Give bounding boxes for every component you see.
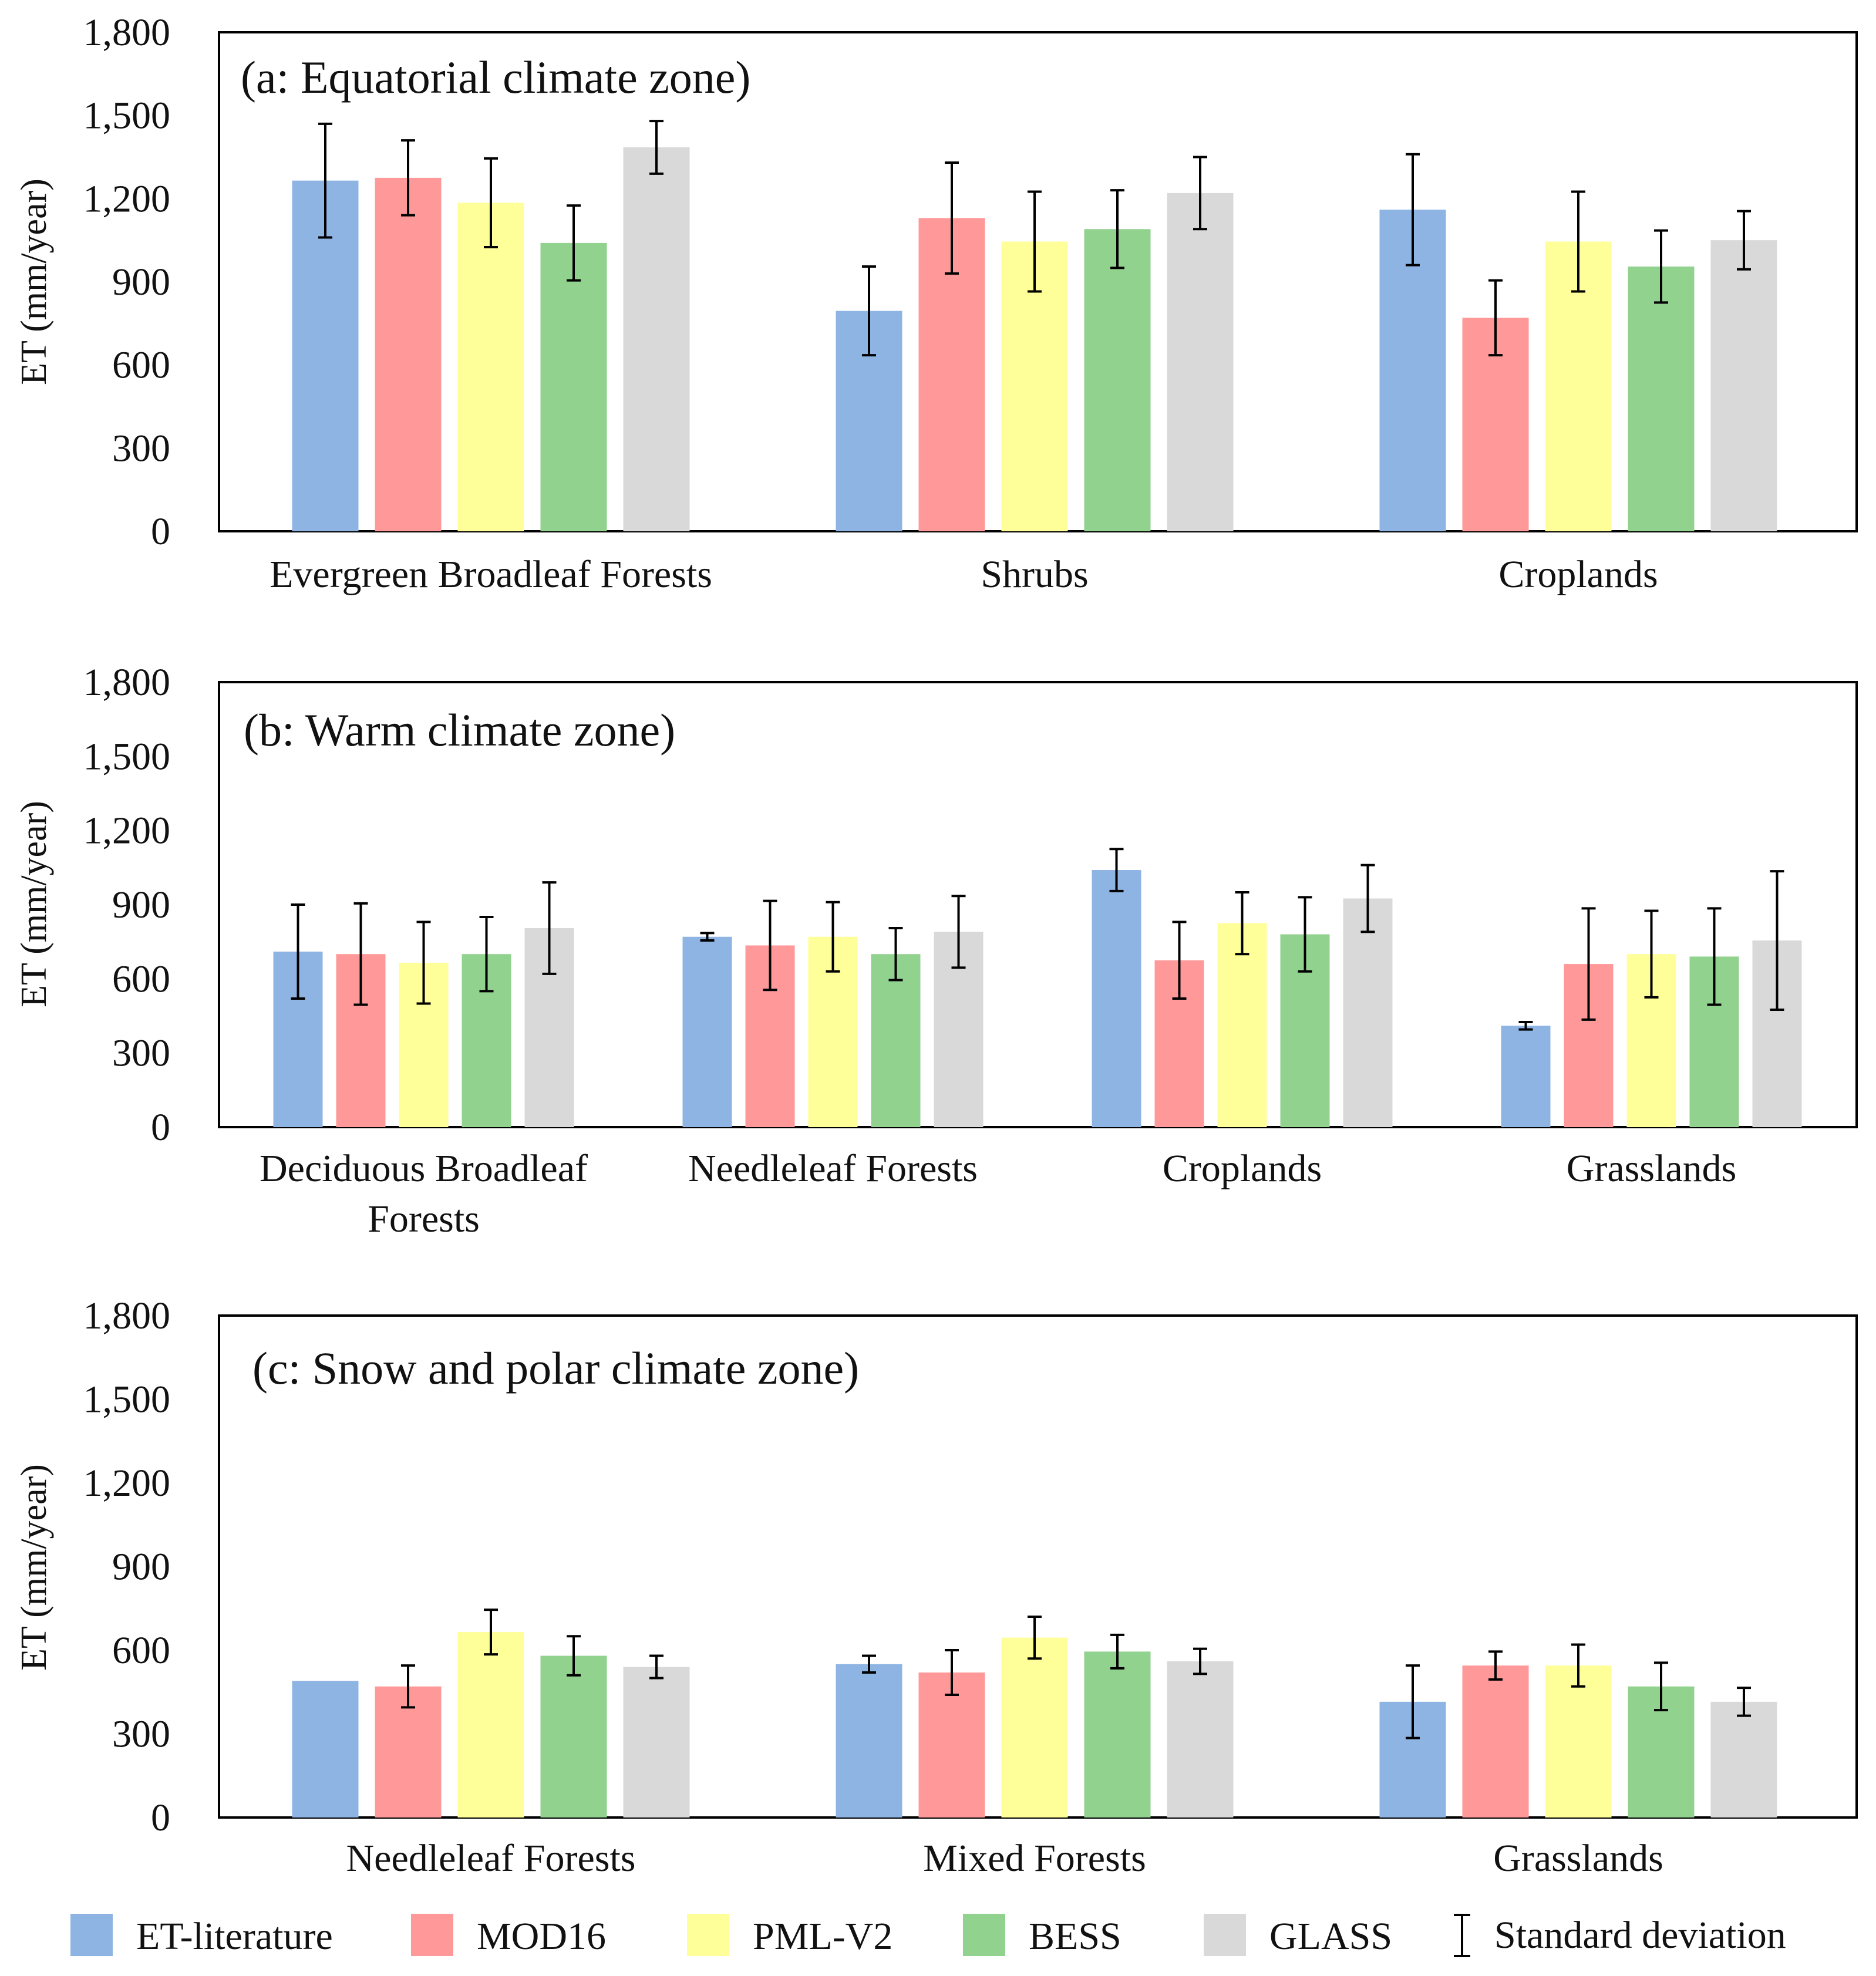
bar (836, 1664, 902, 1817)
y-tick-label: 0 (151, 1796, 170, 1839)
bar (1628, 267, 1695, 531)
bar (1167, 1661, 1234, 1817)
y-tick-label: 600 (112, 957, 170, 1000)
legend-swatch (411, 1914, 453, 1956)
y-tick-label: 900 (112, 261, 170, 304)
bar (1501, 1026, 1551, 1127)
plot-frame (218, 681, 1858, 1128)
y-tick-label: 1,800 (83, 11, 171, 54)
y-tick-label: 0 (151, 510, 170, 553)
bar (457, 203, 524, 532)
y-tick-label: 900 (112, 884, 170, 926)
y-tick-label: 0 (151, 1106, 170, 1149)
legend-label: PML-V2 (753, 1915, 892, 1958)
y-tick-label: 900 (112, 1546, 170, 1589)
bar (682, 936, 732, 1127)
bar (540, 1655, 607, 1817)
y-axis-label: ET (mm/year) (14, 801, 54, 1007)
bar (375, 177, 442, 532)
bar (623, 1667, 690, 1817)
y-tick-label: 600 (112, 1629, 170, 1672)
bar (918, 1672, 985, 1817)
legend-swatch (963, 1914, 1005, 1956)
y-tick-label: 1,500 (83, 95, 171, 137)
bar (292, 1681, 359, 1817)
bar (1167, 193, 1234, 531)
bar (1084, 229, 1151, 531)
bar (1545, 1665, 1612, 1817)
category-label: Croplands (1163, 1147, 1322, 1190)
y-tick-label: 1,800 (83, 661, 171, 704)
bar (1092, 870, 1141, 1127)
category-label: Needleleaf Forests (346, 1837, 636, 1880)
bar (1710, 240, 1777, 531)
bar (871, 954, 921, 1127)
bar (457, 1632, 524, 1817)
panel-a: 0 300 600 900 1,200 1,500 1,800 ET (mm/year) (a:… (14, 11, 1858, 596)
bar (1084, 1651, 1151, 1817)
bar (1343, 898, 1393, 1127)
category-label: Deciduous Broadleaf (260, 1147, 588, 1190)
legend-label: BESS (1029, 1915, 1121, 1958)
y-tick-label: 1,500 (83, 1378, 171, 1421)
y-axis-label: ET (mm/year) (14, 178, 54, 385)
y-tick-label: 600 (112, 344, 170, 387)
legend-label: ET-literature (136, 1915, 333, 1958)
panel-title: (a: Equatorial climate zone) (241, 52, 750, 103)
y-tick-label: 300 (112, 1713, 170, 1756)
category-label: Mixed Forests (923, 1837, 1146, 1880)
bar (540, 242, 607, 531)
category-label: Grasslands (1567, 1147, 1737, 1190)
legend-swatch (1204, 1914, 1246, 1956)
bar (1217, 923, 1267, 1127)
bar (1462, 1665, 1529, 1817)
category-label: Croplands (1498, 553, 1658, 596)
panel-title: (c: Snow and polar climate zone) (252, 1343, 859, 1394)
y-tick-label: 300 (112, 1032, 170, 1075)
panel-b: 0 300 600 900 1,200 1,500 1,800 ET (mm/year) (b:… (14, 661, 1858, 1240)
category-label: Needleleaf Forests (688, 1147, 978, 1190)
panel-c: 0 300 600 900 1,200 1,500 1,800 ET (mm/year) (c:… (14, 1294, 1858, 1880)
y-axis-label: ET (mm/year) (14, 1464, 54, 1671)
y-tick-label: 1,800 (83, 1294, 171, 1337)
bar (1001, 1637, 1068, 1817)
legend-swatch (70, 1914, 113, 1956)
y-tick-label: 300 (112, 427, 170, 470)
category-label: Evergreen Broadleaf Forests (270, 553, 712, 596)
legend-errorbar-label: Standard deviation (1494, 1914, 1786, 1957)
legend-label: MOD16 (477, 1915, 606, 1958)
bar (623, 147, 690, 531)
legend: ET-literature MOD16 PML-V2 BESS GLASS Standar… (70, 1914, 1786, 1958)
category-label: Forests (368, 1198, 480, 1240)
panel-title: (b: Warm climate zone) (244, 704, 675, 756)
y-tick-label: 1,200 (83, 177, 171, 220)
legend-swatch (687, 1914, 729, 1956)
category-label: Shrubs (981, 553, 1088, 596)
legend-label: GLASS (1269, 1915, 1392, 1958)
y-tick-label: 1,200 (83, 1462, 171, 1505)
y-tick-label: 1,500 (83, 735, 171, 778)
y-tick-label: 1,200 (83, 810, 171, 852)
category-label: Grasslands (1493, 1837, 1663, 1880)
bar (292, 180, 359, 531)
bar (1710, 1701, 1777, 1817)
